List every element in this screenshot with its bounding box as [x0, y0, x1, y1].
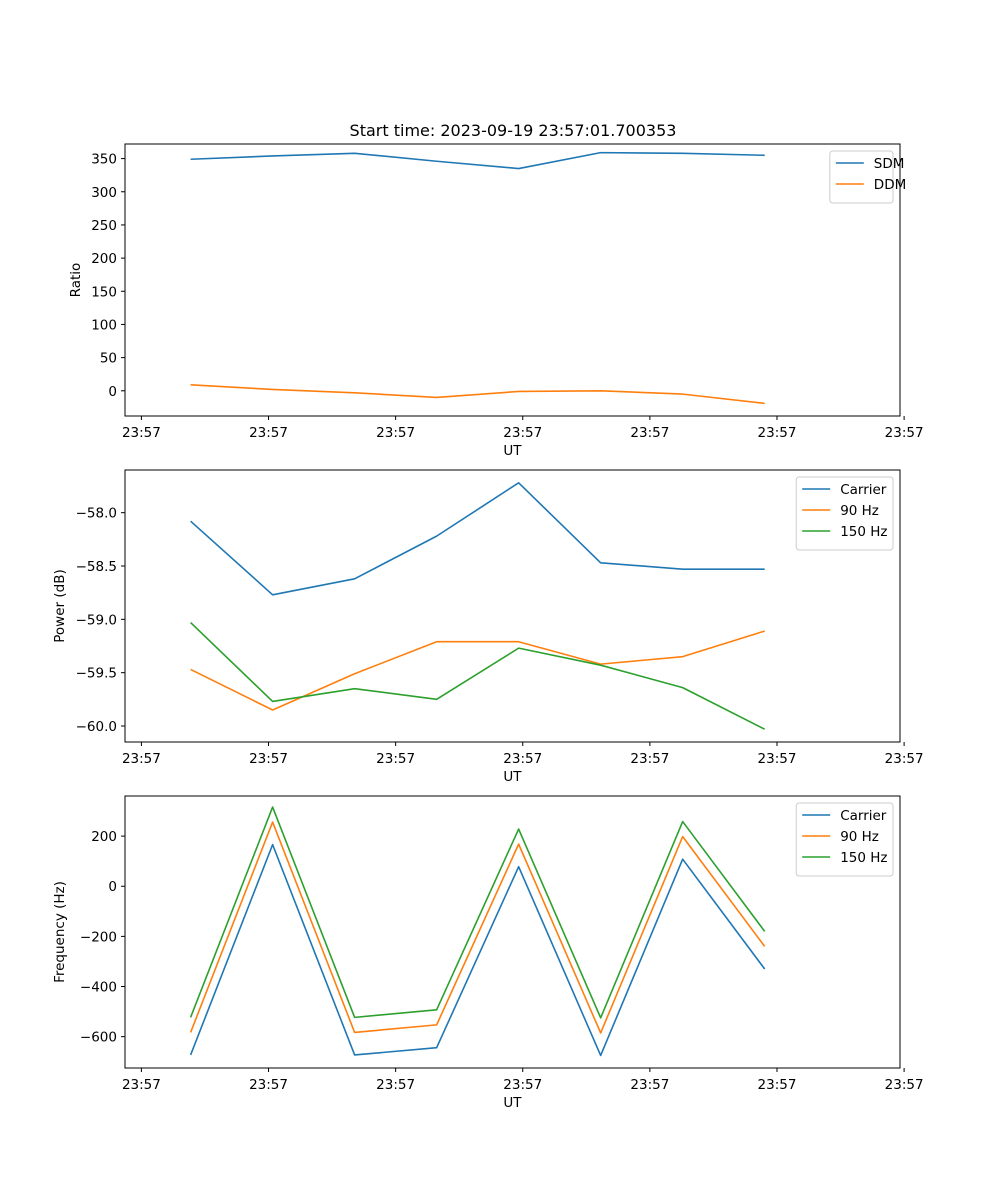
y-tick-label: 300 — [91, 185, 117, 201]
x-tick-label: 23:57 — [885, 425, 924, 441]
legend: Carrier 90 Hz 150 Hz — [795, 802, 894, 877]
y-tick-label: 350 — [91, 152, 117, 168]
y-tick-label: −600 — [80, 1030, 117, 1046]
figure-title: Start time: 2023-09-19 23:57:01.700353 — [350, 121, 677, 140]
y-tick-label: −59.5 — [76, 666, 117, 682]
x-tick-label: 23:57 — [249, 751, 288, 767]
y-tick-label: 250 — [91, 218, 117, 234]
y-tick-label: −200 — [80, 929, 117, 945]
y-tick-label: 150 — [91, 284, 117, 300]
x-tick-label: 23:57 — [630, 1077, 669, 1093]
series-line-carrier — [189, 843, 766, 1057]
legend-label: 90 Hz — [840, 503, 879, 519]
y-tick-label: 50 — [100, 351, 117, 367]
axes-frame — [124, 469, 901, 743]
series-line-150-hz — [189, 806, 766, 1019]
y-tick-label: 0 — [108, 879, 117, 895]
y-axis-label: Frequency (Hz) — [52, 881, 68, 983]
x-axis-label: UT — [503, 769, 522, 785]
x-tick-label: 23:57 — [376, 425, 415, 441]
x-tick-label: 23:57 — [758, 751, 797, 767]
x-tick-label: 23:57 — [249, 425, 288, 441]
legend-label: 150 Hz — [840, 524, 887, 540]
y-tick-label: 0 — [108, 384, 117, 400]
x-tick-label: 23:57 — [758, 425, 797, 441]
plots-container: 0 50 100 150 200 250 300 350 23:57 23:57 23:57 23:5… — [52, 143, 924, 1111]
x-tick-label: 23:57 — [503, 425, 542, 441]
x-tick-label: 23:57 — [249, 1077, 288, 1093]
x-tick-label: 23:57 — [376, 1077, 415, 1093]
series-line-sdm — [190, 151, 765, 170]
series-line-ddm — [190, 384, 765, 405]
y-tick-label: −60.0 — [76, 719, 117, 735]
x-tick-label: 23:57 — [630, 751, 669, 767]
y-axis-label: Ratio — [68, 263, 84, 298]
legend-label: DDM — [874, 177, 906, 193]
axes-frame — [124, 143, 901, 417]
x-tick-label: 23:57 — [122, 1077, 161, 1093]
subplot-3: −600 −400 −200 0 200 23:57 23:57 23:57 23:57 23:5… — [52, 795, 924, 1111]
legend-label: 90 Hz — [840, 829, 879, 845]
x-axis-label: UT — [503, 1095, 522, 1111]
legend-label: SDM — [874, 156, 905, 172]
legend: SDM DDM — [829, 150, 906, 204]
x-tick-label: 23:57 — [376, 751, 415, 767]
x-tick-label: 23:57 — [885, 751, 924, 767]
y-tick-label: −58.5 — [76, 559, 117, 575]
x-tick-label: 23:57 — [122, 751, 161, 767]
subplot-1: 0 50 100 150 200 250 300 350 23:57 23:57 23:57 23:5… — [68, 143, 924, 459]
legend-label: 150 Hz — [840, 850, 887, 866]
subplot-2: −60.0 −59.5 −59.0 −58.5 −58.0 23:57 23:57 23:57… — [52, 469, 924, 785]
legend-label: Carrier — [840, 482, 887, 498]
axes-frame — [124, 795, 901, 1069]
y-axis-label: Power (dB) — [52, 569, 68, 642]
y-tick-label: 200 — [91, 829, 117, 845]
y-tick-label: 200 — [91, 251, 117, 267]
x-tick-label: 23:57 — [758, 1077, 797, 1093]
series-line-90-hz — [189, 821, 766, 1034]
y-tick-label: −58.0 — [76, 506, 117, 522]
x-axis-label: UT — [503, 443, 522, 459]
x-tick-label: 23:57 — [630, 425, 669, 441]
x-tick-label: 23:57 — [885, 1077, 924, 1093]
series-line-150-hz — [190, 621, 766, 730]
legend-box — [829, 150, 894, 204]
x-tick-label: 23:57 — [503, 751, 542, 767]
legend: Carrier 90 Hz 150 Hz — [795, 476, 894, 551]
series-line-carrier — [190, 481, 765, 596]
y-tick-label: −59.0 — [76, 612, 117, 628]
x-tick-label: 23:57 — [122, 425, 161, 441]
y-tick-label: −400 — [80, 980, 117, 996]
legend-label: Carrier — [840, 808, 887, 824]
x-tick-label: 23:57 — [503, 1077, 542, 1093]
series-line-90-hz — [190, 630, 765, 711]
y-tick-label: 100 — [91, 317, 117, 333]
